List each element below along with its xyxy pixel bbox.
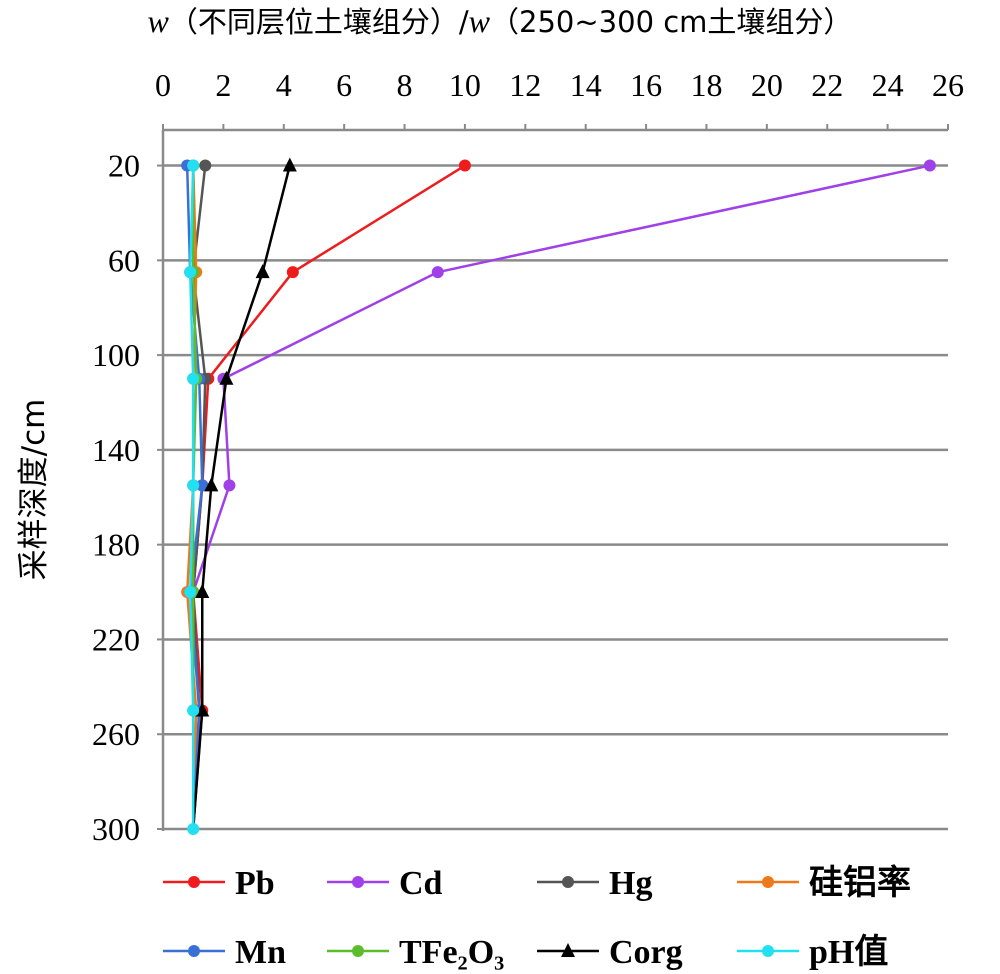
legend-label: Mn: [235, 934, 286, 971]
x-tick-label: 24: [872, 67, 904, 103]
series: [181, 157, 936, 835]
data-point: [255, 264, 270, 279]
y-axis-title-text: 采样深度/cm: [16, 399, 52, 581]
data-point: [219, 370, 234, 385]
x-tick-label: 20: [751, 67, 783, 103]
y-tick-label: 100: [92, 337, 140, 373]
x-tick-label: 16: [630, 67, 662, 103]
legend-marker: [188, 876, 200, 888]
legend-marker: [562, 876, 574, 888]
y-tick-label: 20: [108, 148, 140, 184]
x-tick-label: 14: [570, 67, 602, 103]
y-axis-title: 采样深度/cm: [16, 399, 52, 581]
data-point: [195, 702, 210, 717]
legend-label: pH值: [809, 933, 888, 971]
data-point: [923, 159, 936, 172]
data-point: [223, 479, 236, 492]
data-point: [187, 372, 200, 385]
legend-label: Corg: [609, 934, 683, 971]
series-line: [191, 164, 466, 830]
data-point: [184, 266, 197, 279]
legend-marker: [352, 945, 364, 957]
legend-item-1: Cd: [327, 865, 443, 902]
data-point: [196, 479, 209, 492]
title-middle: （不同层位土壤组分）/: [169, 5, 469, 39]
x-tick-label: 0: [155, 67, 171, 103]
legend-item-3: 硅铝率: [737, 864, 911, 902]
x-tick-labels: 0 2 4 6 8 10 12 14 16 18 20 22 24 26: [155, 67, 964, 103]
data-point: [187, 823, 200, 835]
gridlines: [163, 164, 948, 831]
legend-item-0: Pb: [163, 865, 275, 902]
legend-item-6: Corg: [537, 934, 683, 971]
title-suffix: （250~300 cm土壤组分）: [490, 5, 852, 39]
y-tick-labels: 20 60 100 140 180 220 260 300: [92, 148, 140, 847]
x-tick-label: 8: [397, 67, 413, 103]
data-point: [286, 266, 299, 279]
series-7: [184, 159, 200, 835]
data-point: [204, 477, 219, 492]
title-variable-2: w: [469, 3, 491, 39]
legend-marker: [762, 945, 774, 957]
data-point: [199, 159, 212, 172]
x-tick-label: 6: [336, 67, 352, 103]
legend-marker: [352, 876, 364, 888]
series-line: [191, 165, 292, 830]
legend-marker: [188, 945, 200, 957]
x-tick-label: 26: [932, 67, 964, 103]
x-tick-label: 2: [215, 67, 231, 103]
legend-item-7: pH值: [737, 933, 888, 971]
y-tick-label: 140: [92, 432, 140, 468]
y-tick-label: 300: [92, 811, 140, 847]
title-variable: w: [148, 3, 170, 39]
data-point: [195, 584, 210, 599]
x-axis-title: w（不同层位土壤组分）/w（250~300 cm土壤组分）: [148, 3, 853, 39]
legend-label: Pb: [235, 865, 275, 902]
data-point: [187, 479, 200, 492]
series-6: [191, 157, 297, 830]
x-tick-label: 10: [449, 67, 481, 103]
data-point: [184, 586, 197, 599]
legend-label: Cd: [399, 865, 443, 902]
legend-marker: [762, 876, 774, 888]
legend-marker: [561, 943, 575, 957]
legend-label: 硅铝率: [809, 864, 911, 902]
data-point: [458, 159, 471, 172]
data-point: [431, 266, 444, 279]
legend-item-2: Hg: [537, 865, 652, 902]
legend: Pb Cd Hg 硅铝率 Mn TFe₂O₃ Corg pH值: [163, 864, 911, 971]
x-tick-label: 12: [509, 67, 541, 103]
y-tick-label: 180: [92, 527, 140, 563]
legend-label: Hg: [609, 865, 652, 902]
data-point: [187, 159, 200, 172]
data-point: [282, 157, 297, 172]
x-tick-label: 4: [276, 67, 292, 103]
x-tick-label: 22: [811, 67, 843, 103]
legend-item-4: Mn: [163, 934, 286, 971]
x-axis-title-text: w（不同层位土壤组分）/w（250~300 cm土壤组分）: [148, 3, 853, 39]
y-tick-label: 60: [108, 242, 140, 278]
data-point: [187, 704, 200, 717]
legend-label: TFe₂O₃: [399, 934, 504, 971]
y-tick-label: 220: [92, 621, 140, 657]
x-tick-label: 18: [690, 67, 722, 103]
y-tick-label: 260: [92, 716, 140, 752]
legend-item-5: TFe₂O₃: [327, 934, 504, 971]
axes: [157, 124, 949, 831]
